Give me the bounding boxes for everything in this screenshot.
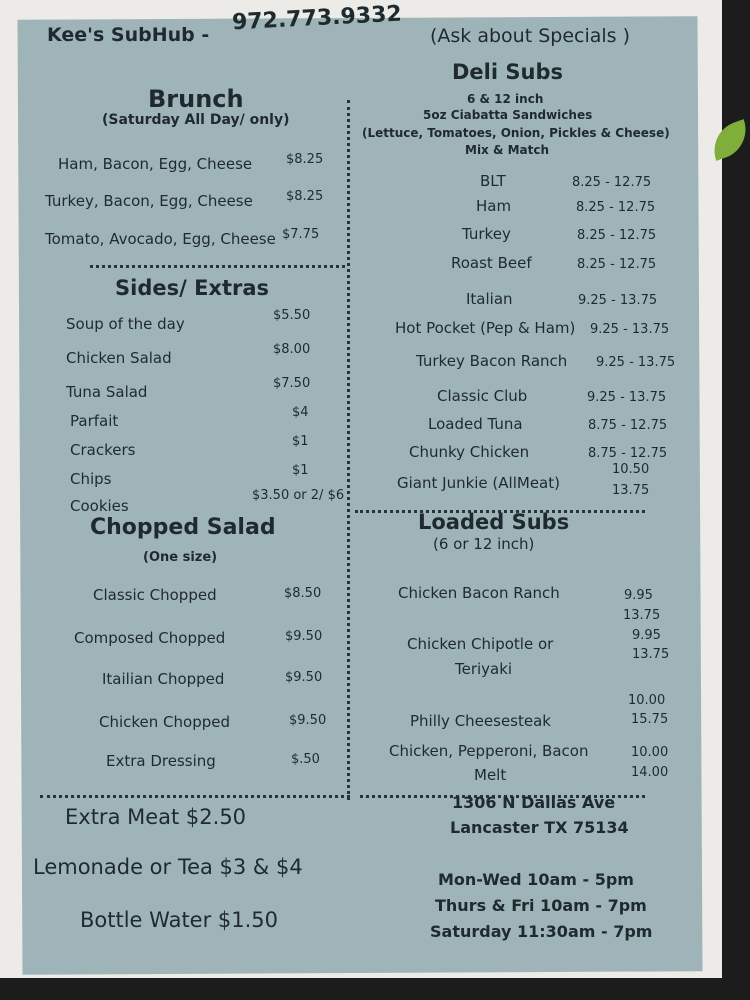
menu-item-name: Classic Chopped: [93, 586, 217, 604]
menu-item-price: 13.75: [632, 647, 670, 662]
menu-item-price: 13.75: [612, 483, 650, 498]
menu-item-price: $.50: [291, 752, 320, 767]
menu-item-name: Itailian Chopped: [102, 670, 225, 688]
loaded-title: Loaded Subs: [418, 510, 570, 534]
menu-item-name: Chunky Chicken: [409, 443, 530, 461]
menu-item-name: Chicken, Pepperoni, Bacon: [389, 742, 589, 760]
menu-item-name: Chicken Chipotle or: [407, 635, 554, 653]
menu-item-price: 15.75: [631, 712, 669, 727]
divider: [355, 510, 645, 513]
menu-item-price: 14.00: [631, 765, 669, 780]
menu-item-price: $1: [292, 434, 309, 449]
menu-item-name: Chicken Salad: [66, 349, 172, 367]
menu-item-name: Parfait: [70, 412, 119, 430]
menu-item-name: Roast Beef: [451, 254, 532, 272]
menu-item-price: $8.25: [286, 189, 324, 204]
menu-item-name: Turkey Bacon Ranch: [416, 352, 568, 370]
menu-item-name: Chicken Bacon Ranch: [398, 584, 560, 602]
menu-item-price: $7.75: [282, 227, 320, 242]
menu-item-name: BLT: [480, 172, 506, 190]
menu-item-name: Cookies: [70, 497, 129, 515]
menu-item-price: $8.50: [284, 586, 322, 601]
menu-item-price: 8.75 - 12.75: [588, 418, 668, 433]
menu-item-name: Loaded Tuna: [428, 415, 523, 433]
extra-item: Bottle Water $1.50: [80, 908, 279, 932]
restaurant-name: Kee's SubHub -: [47, 24, 210, 46]
loaded-subtitle: (6 or 12 inch): [433, 535, 535, 553]
menu-item-name: Ham, Bacon, Egg, Cheese: [58, 155, 253, 173]
hours-line: Mon-Wed 10am - 5pm: [438, 870, 634, 889]
menu-item-name: Ham: [476, 197, 512, 215]
deli-title: Deli Subs: [452, 60, 563, 84]
address-line: Lancaster TX 75134: [450, 818, 629, 837]
menu-item-price: 9.95: [632, 628, 661, 643]
specials-note: (Ask about Specials ): [430, 25, 631, 47]
deli-info: 6 & 12 inch: [467, 92, 544, 106]
menu-item-name: Turkey: [462, 225, 511, 243]
menu-item-name: Turkey, Bacon, Egg, Cheese: [45, 192, 253, 210]
menu-item-price: $7.50: [273, 376, 311, 391]
menu-item-price: $8.00: [273, 342, 311, 357]
menu-item-name: Chips: [70, 470, 112, 488]
menu-item-price: 10.50: [612, 462, 650, 477]
extra-item: Lemonade or Tea $3 & $4: [33, 855, 303, 879]
menu-item-price: 9.95: [624, 588, 653, 603]
menu-item-name: Philly Cheesesteak: [410, 712, 551, 730]
menu-item-name: Melt: [474, 766, 507, 784]
chopped-subtitle: (One size): [143, 550, 218, 565]
menu-item-price: 9.25 - 13.75: [578, 293, 658, 308]
menu-item-price: 8.25 - 12.75: [572, 175, 652, 190]
hours-line: Thurs & Fri 10am - 7pm: [435, 896, 647, 915]
menu-item-name: Extra Dressing: [106, 752, 216, 770]
sides-title: Sides/ Extras: [115, 276, 270, 300]
deli-info: (Lettuce, Tomatoes, Onion, Pickles & Che…: [362, 126, 670, 140]
menu-item-price: 8.25 - 12.75: [577, 228, 657, 243]
menu-item-price: 10.00: [628, 693, 666, 708]
divider: [40, 795, 350, 798]
brunch-title: Brunch: [148, 85, 244, 113]
menu-item-name: Italian: [466, 290, 513, 308]
menu-item-name: Hot Pocket (Pep & Ham): [395, 319, 576, 337]
menu-item-price: 13.75: [623, 608, 661, 623]
menu-item-name: Tomato, Avocado, Egg, Cheese: [45, 230, 276, 248]
menu-item-price: $8.25: [286, 152, 324, 167]
menu-item-price: 8.25 - 12.75: [576, 200, 656, 215]
menu-item-price: $9.50: [289, 713, 327, 728]
divider: [90, 265, 345, 268]
menu-item-price: $9.50: [285, 629, 323, 644]
menu-item-price: 8.25 - 12.75: [577, 257, 657, 272]
deli-info: 5oz Ciabatta Sandwiches: [423, 108, 593, 122]
menu-item-price: 9.25 - 13.75: [596, 355, 676, 370]
menu-item-price: $5.50: [273, 308, 311, 323]
menu-item-name: Composed Chopped: [74, 629, 226, 647]
hours-line: Saturday 11:30am - 7pm: [430, 922, 653, 941]
menu-item-price: 9.25 - 13.75: [590, 322, 670, 337]
menu-item-price: $9.50: [285, 670, 323, 685]
address-line: 1306 N Dallas Ave: [452, 793, 616, 812]
menu-item-name: Tuna Salad: [66, 383, 148, 401]
chopped-title: Chopped Salad: [90, 515, 276, 540]
menu-item-name: Teriyaki: [455, 660, 513, 678]
divider: [360, 795, 645, 798]
menu-item-price: 8.75 - 12.75: [588, 446, 668, 461]
menu-item-price: $4: [292, 405, 309, 420]
menu-item-name: Chicken Chopped: [99, 713, 231, 731]
menu-item-name: Soup of the day: [66, 315, 185, 333]
menu-item-price: 10.00: [631, 745, 669, 760]
menu-item-name: Classic Club: [437, 387, 528, 405]
menu-item-price: $1: [292, 463, 309, 478]
brunch-subtitle: (Saturday All Day/ only): [102, 112, 290, 128]
menu-item-name: Giant Junkie (AllMeat): [397, 474, 560, 492]
deli-info: Mix & Match: [465, 143, 550, 157]
menu-item-price: 9.25 - 13.75: [587, 390, 667, 405]
menu-item-price: $3.50 or 2/ $6: [252, 488, 345, 503]
menu-item-name: Crackers: [70, 441, 136, 459]
column-divider: [347, 100, 350, 800]
extra-item: Extra Meat $2.50: [65, 805, 247, 829]
